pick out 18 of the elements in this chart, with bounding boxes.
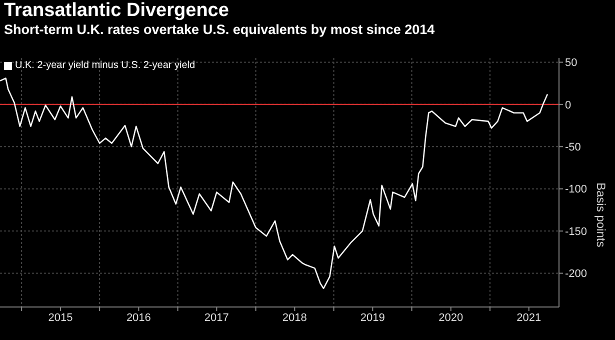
y-tick-label: 50 — [565, 57, 578, 70]
x-tick-label: 2015 — [48, 312, 73, 324]
line-series — [0, 78, 548, 290]
x-tick-label: 2017 — [204, 312, 229, 324]
y-tick-label: -50 — [565, 142, 581, 154]
chart-subtitle: Short-term U.K. rates overtake U.S. equivalents by most since 2014 — [4, 22, 435, 37]
y-tick-label: -100 — [565, 184, 588, 196]
y-tick-label: 0 — [565, 99, 572, 112]
x-tick-label: 2021 — [516, 312, 542, 324]
legend-label: U.K. 2-year yield minus U.S. 2-year yield — [14, 60, 196, 71]
x-tick-label: 2020 — [438, 312, 464, 324]
x-tick-label: 2016 — [126, 312, 151, 324]
chart-title: Transatlantic Divergence — [4, 0, 229, 22]
y-tick-label: -150 — [565, 226, 588, 238]
y-axis-title: Basis points — [594, 182, 608, 248]
x-tick-label: 2019 — [360, 312, 385, 324]
y-tick-label: -200 — [565, 268, 588, 280]
x-tick-label: 2018 — [282, 312, 307, 324]
